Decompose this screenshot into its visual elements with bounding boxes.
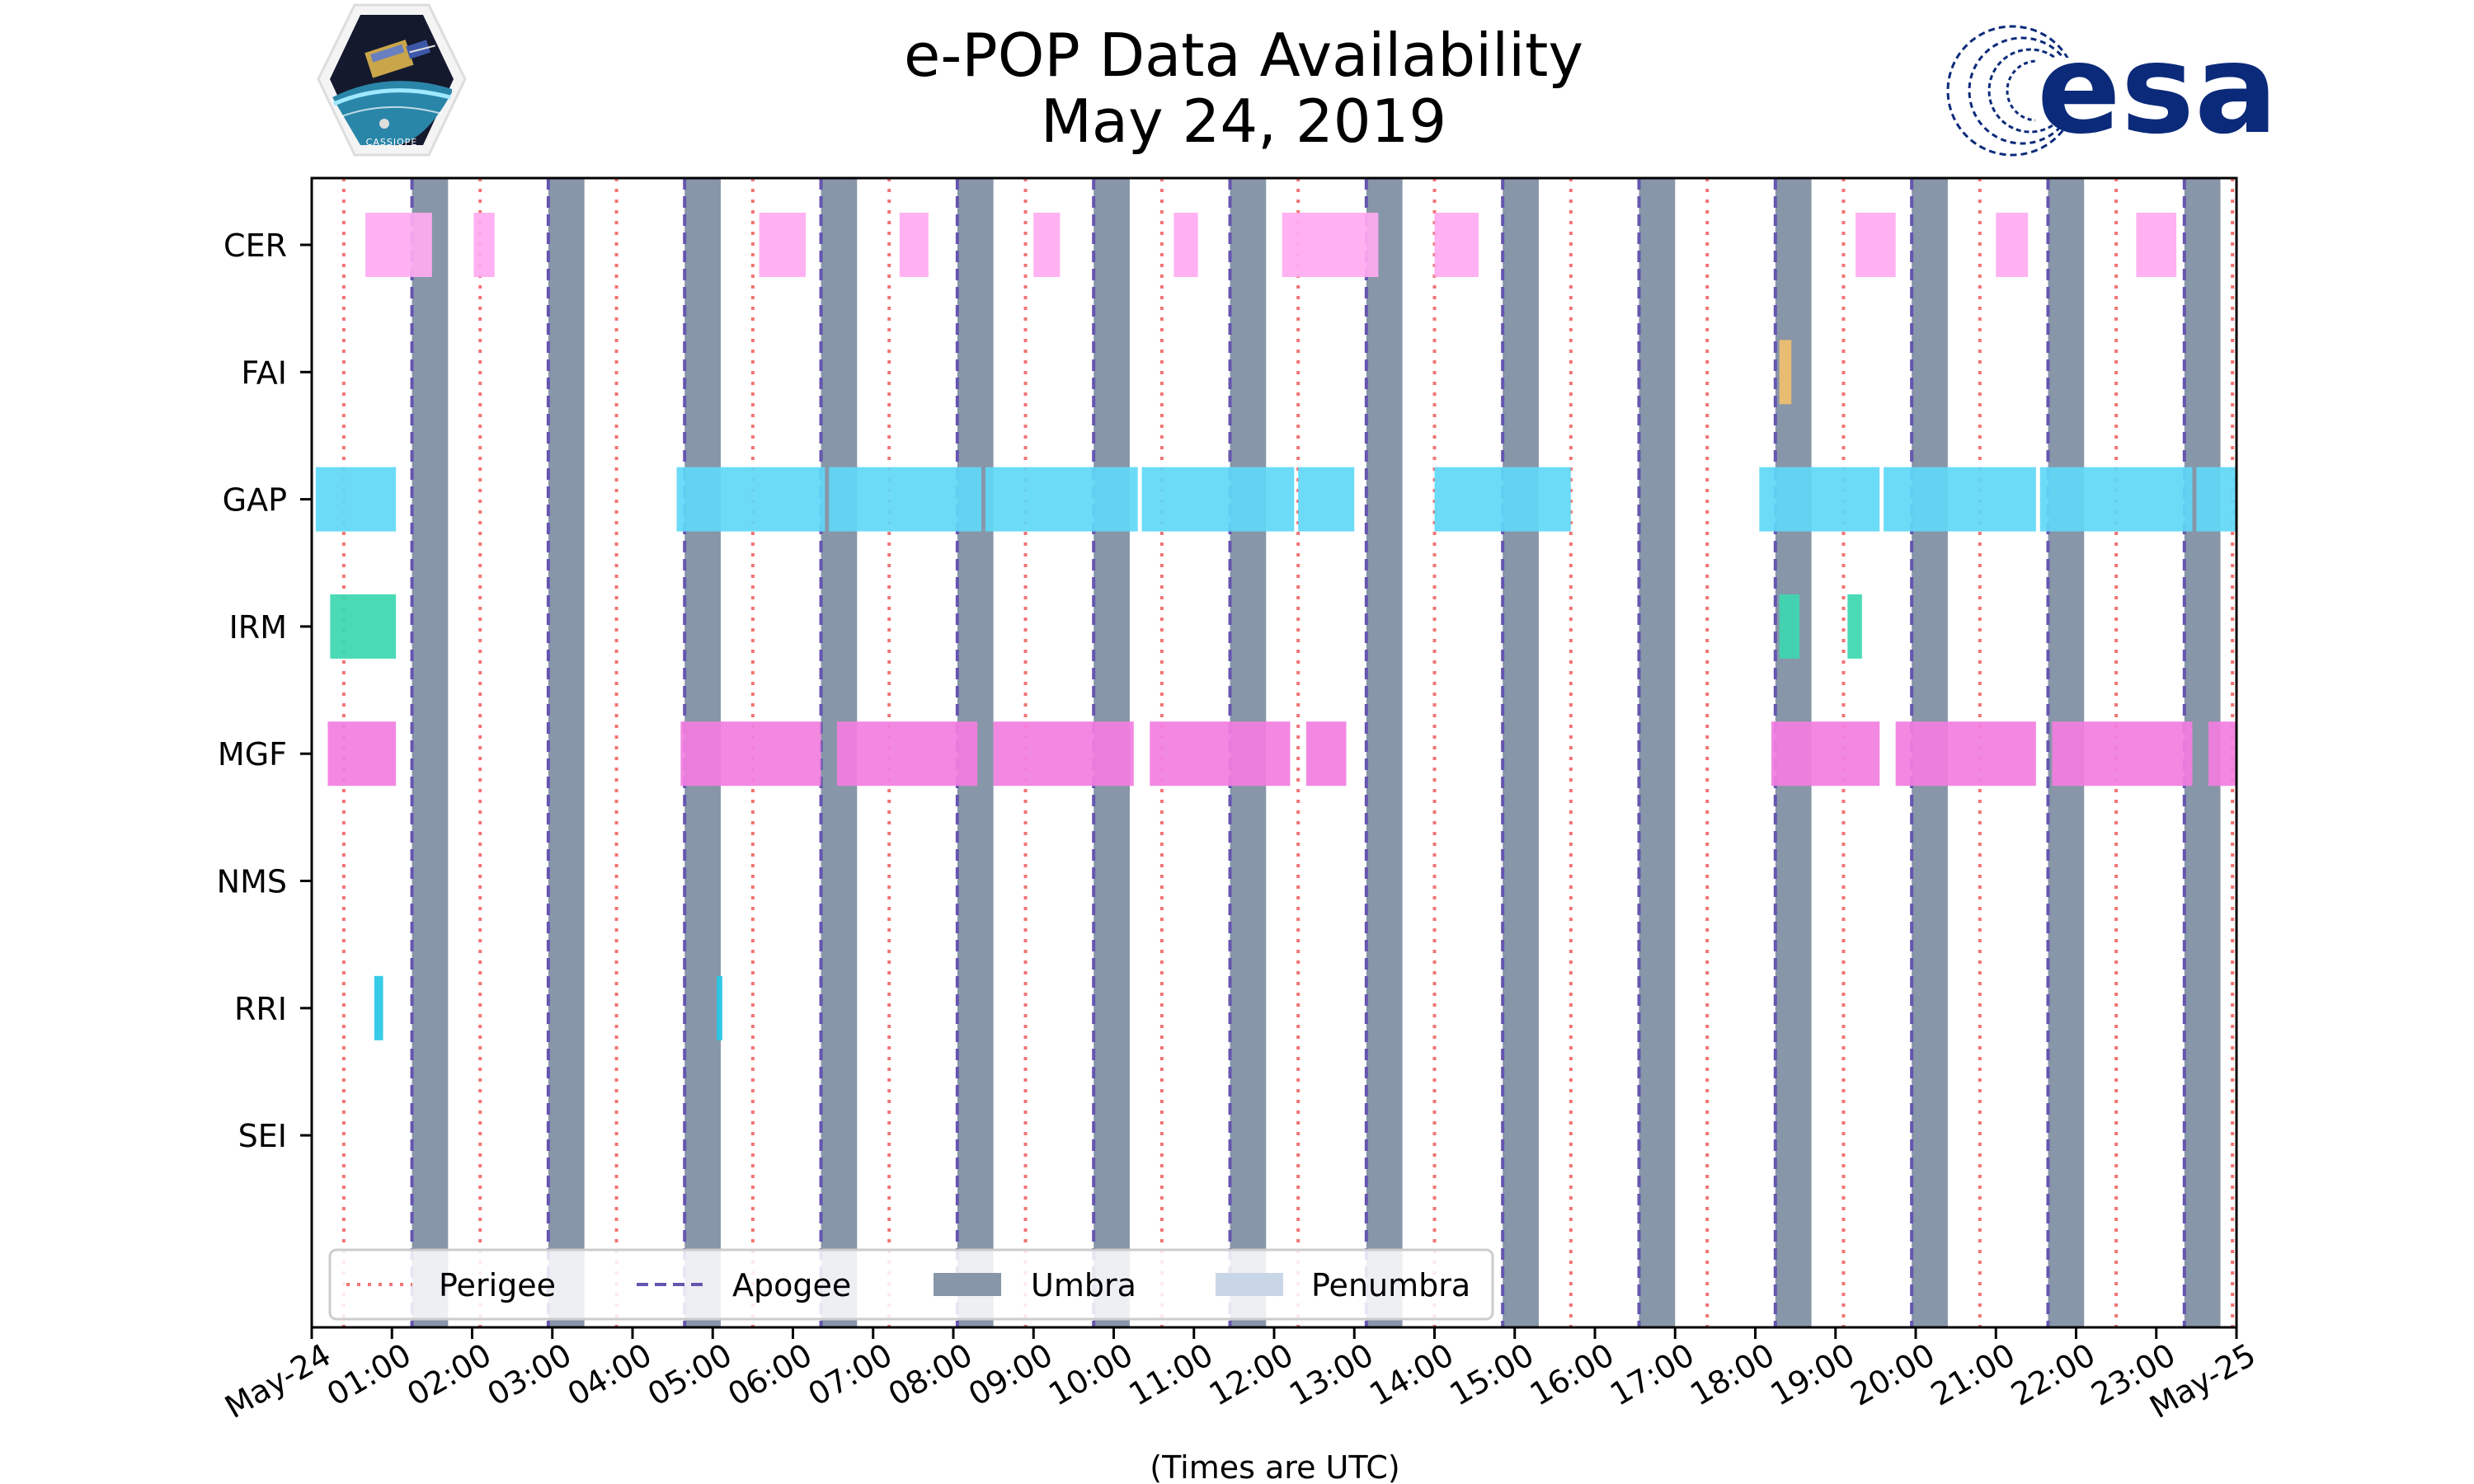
x-tick-label-18: 18:00 <box>1684 1336 1780 1413</box>
cer-interval-1 <box>473 213 495 277</box>
x-tick-label-15: 15:00 <box>1444 1336 1540 1413</box>
x-tick-label-12: 12:00 <box>1203 1336 1300 1413</box>
gap-interval-10 <box>2196 467 2236 532</box>
legend-umbra-label: Umbra <box>1031 1267 1136 1303</box>
x-tick-label-1: 01:00 <box>321 1336 417 1413</box>
mgf-interval-1 <box>680 721 821 787</box>
gap-interval-7 <box>1759 467 1880 532</box>
x-tick-label-9: 09:00 <box>962 1336 1059 1413</box>
umbra-band-0 <box>412 178 449 1327</box>
gap-interval-5 <box>1298 467 1355 532</box>
y-tick-label-gap: GAP <box>223 482 287 519</box>
x-tick-label-20: 20:00 <box>1845 1336 1941 1413</box>
cer-interval-7 <box>1434 213 1479 277</box>
mgf-interval-2 <box>836 721 978 787</box>
x-tick-label-6: 06:00 <box>722 1336 818 1413</box>
cer-interval-6 <box>1282 213 1379 277</box>
cer-interval-9 <box>1996 213 2029 277</box>
x-tick-label-0: May-24 <box>219 1336 336 1425</box>
x-tick-label-4: 04:00 <box>562 1336 658 1413</box>
y-tick-label-cer: CER <box>223 228 287 264</box>
x-tick-label-8: 08:00 <box>882 1336 979 1413</box>
umbra-band-1 <box>548 178 585 1327</box>
gap-interval-1 <box>676 467 825 532</box>
mgf-interval-5 <box>1305 721 1347 787</box>
gap-interval-0 <box>315 467 397 532</box>
cer-interval-2 <box>759 213 807 277</box>
chart-title-line-1: e-POP Data Availability <box>904 21 1583 90</box>
x-axis-label: (Times are UTC) <box>1150 1449 1399 1484</box>
x-tick-label-7: 07:00 <box>802 1336 899 1413</box>
y-tick-label-sei: SEI <box>238 1118 287 1154</box>
irm-interval-0 <box>330 594 397 659</box>
mgf-interval-4 <box>1150 721 1291 787</box>
x-tick-label-21: 21:00 <box>1925 1336 2021 1413</box>
umbra-band-8 <box>1503 178 1539 1327</box>
gap-interval-3 <box>985 467 1138 532</box>
x-tick-label-17: 17:00 <box>1604 1336 1700 1413</box>
cassiope-logo-text: CASSIOPE <box>366 137 418 148</box>
legend: Perigee Apogee Umbra Penumbra <box>328 1248 1494 1321</box>
legend-apogee-label: Apogee <box>732 1267 851 1303</box>
legend-penumbra-label: Penumbra <box>1311 1267 1470 1303</box>
y-tick-label-rri: RRI <box>234 991 287 1027</box>
irm-interval-1 <box>1779 594 1799 659</box>
bars-layer <box>315 213 2236 1040</box>
cer-interval-5 <box>1174 213 1198 277</box>
gap-interval-6 <box>1434 467 1571 532</box>
mgf-interval-9 <box>2208 721 2236 787</box>
gap-interval-8 <box>1884 467 2036 532</box>
y-tick-label-nms: NMS <box>217 864 287 900</box>
esa-logo: esa <box>1946 18 2278 162</box>
cer-interval-10 <box>2136 213 2177 277</box>
mgf-interval-7 <box>1895 721 2036 787</box>
esa-logo-text: esa <box>2037 18 2278 162</box>
cassiope-logo: CASSIOPE <box>317 3 467 157</box>
legend-box <box>328 1248 1494 1321</box>
cer-interval-8 <box>1856 213 1896 277</box>
irm-interval-2 <box>1847 594 1862 659</box>
x-tick-label-5: 05:00 <box>642 1336 738 1413</box>
y-tick-label-fai: FAI <box>241 355 287 391</box>
umbra-band-7 <box>1366 178 1403 1327</box>
x-tick-label-13: 13:00 <box>1283 1336 1380 1413</box>
y-tick-label-irm: IRM <box>229 609 287 646</box>
umbra-band-9 <box>1639 178 1676 1327</box>
mgf-interval-6 <box>1771 721 1880 787</box>
x-tick-label-10: 10:00 <box>1042 1336 1139 1413</box>
mgf-interval-3 <box>993 721 1134 787</box>
legend-umbra-handle <box>934 1273 1001 1296</box>
gap-interval-4 <box>1141 467 1295 532</box>
fai-interval-0 <box>1779 340 1792 405</box>
y-tick-label-mgf: MGF <box>218 736 287 773</box>
x-tick-label-3: 03:00 <box>482 1336 578 1413</box>
cer-interval-3 <box>899 213 929 277</box>
x-tick-label-14: 14:00 <box>1363 1336 1460 1413</box>
gap-interval-2 <box>829 467 982 532</box>
legend-penumbra-handle <box>1216 1273 1283 1296</box>
mgf-interval-0 <box>327 721 397 787</box>
cer-interval-0 <box>365 213 432 277</box>
x-tick-label-16: 16:00 <box>1524 1336 1620 1413</box>
mgf-interval-8 <box>2052 721 2193 787</box>
cer-interval-4 <box>1033 213 1061 277</box>
rri-interval-0 <box>374 975 383 1040</box>
x-tick-label-11: 11:00 <box>1123 1336 1220 1413</box>
x-tick-label-22: 22:00 <box>2005 1336 2101 1413</box>
gap-interval-9 <box>2039 467 2193 532</box>
rri-interval-1 <box>717 975 722 1040</box>
chart-title-line-2: May 24, 2019 <box>1041 87 1446 156</box>
x-tick-label-2: 02:00 <box>401 1336 497 1413</box>
legend-perigee-label: Perigee <box>439 1267 556 1303</box>
x-tick-label-19: 19:00 <box>1765 1336 1861 1413</box>
apogee-layer <box>410 178 2186 1327</box>
